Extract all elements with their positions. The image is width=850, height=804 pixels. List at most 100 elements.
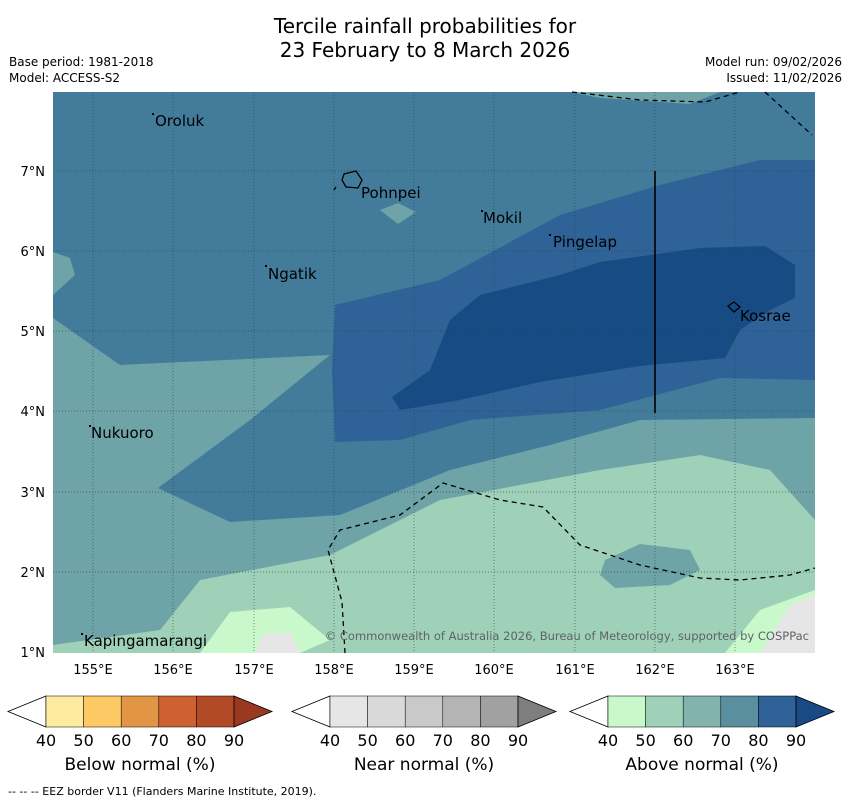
lon-tick: 163°E xyxy=(715,663,755,678)
model-run: Model run: 09/02/2026 xyxy=(704,55,842,69)
above-tick-label: 90 xyxy=(786,731,806,750)
lon-tick: 161°E xyxy=(555,663,595,678)
above-tick-label: 50 xyxy=(635,731,655,750)
below-tick-label: 50 xyxy=(73,731,93,750)
above-extend-high xyxy=(795,695,836,728)
field-near-a xyxy=(255,632,300,653)
near-swatch xyxy=(367,695,406,728)
lon-tick: 159°E xyxy=(394,663,434,678)
near-tick-label: 40 xyxy=(320,731,340,750)
lon-tick: 157°E xyxy=(234,663,274,678)
near-normal-label: Near normal (%) xyxy=(353,755,495,775)
model-name: Model: ACCESS-S2 xyxy=(9,71,121,85)
field-60-70-patch xyxy=(380,203,416,224)
map-title: Tercile rainfall probabilities for 23 Fe… xyxy=(0,14,850,62)
below-normal-label: Below normal (%) xyxy=(64,755,216,775)
base-period: Base period: 1981-2018 xyxy=(9,55,154,69)
eez-borders xyxy=(327,91,816,654)
near-swatch xyxy=(404,695,444,728)
near-tick-label: 60 xyxy=(395,731,415,750)
above-swatch xyxy=(720,695,759,728)
lat-tick: 1°N xyxy=(21,646,46,661)
label-pingelap: Pingelap xyxy=(553,233,617,251)
lon-tick-labels: 155°E 156°E 157°E 158°E 159°E 160°E 161°… xyxy=(73,663,755,678)
colorbar-above: 40 50 60 70 80 90 xyxy=(568,695,836,750)
lat-tick-labels: 7°N 6°N 5°N 4°N 3°N 2°N 1°N xyxy=(21,165,46,661)
above-normal-label: Above normal (%) xyxy=(625,755,779,775)
label-mokil: Mokil xyxy=(483,209,522,227)
probability-fields xyxy=(53,92,815,653)
meta-left: Base period: 1981-2018 Model: ACCESS-S2 xyxy=(9,54,154,86)
near-swatch xyxy=(329,695,368,728)
lon-tick: 155°E xyxy=(73,663,113,678)
above-swatch xyxy=(607,695,646,728)
label-nukuoro: Nukuoro xyxy=(91,424,154,442)
issued-date: Issued: 11/02/2026 xyxy=(726,71,842,85)
eez-south xyxy=(327,482,816,654)
label-ngatik: Ngatik xyxy=(268,265,317,283)
field-60-70-west xyxy=(53,252,75,295)
near-swatch xyxy=(480,695,519,728)
eez-north xyxy=(571,91,741,103)
above-tick-label: 40 xyxy=(598,731,618,750)
title-line-1: Tercile rainfall probabilities for xyxy=(273,14,577,38)
field-40-50-a xyxy=(200,607,330,653)
below-extend-low xyxy=(6,695,47,728)
above-tick-label: 60 xyxy=(673,731,693,750)
copyright-note: © Commonwealth of Australia 2026, Bureau… xyxy=(325,629,809,643)
below-tick-label: 90 xyxy=(224,731,244,750)
above-swatch xyxy=(682,695,722,728)
meta-right: Model run: 09/02/2026 Issued: 11/02/2026 xyxy=(705,54,842,86)
label-kosrae: Kosrae xyxy=(740,307,791,325)
near-tick-label: 70 xyxy=(433,731,453,750)
below-tick-label: 60 xyxy=(111,731,131,750)
lat-tick: 6°N xyxy=(21,245,46,260)
below-swatch xyxy=(120,695,160,728)
below-tick-label: 70 xyxy=(149,731,169,750)
lat-tick: 5°N xyxy=(21,325,46,340)
field-90-plus xyxy=(392,246,795,410)
lat-tick: 7°N xyxy=(21,165,46,180)
lat-tick: 3°N xyxy=(21,486,46,501)
near-swatch xyxy=(442,695,481,728)
below-swatch xyxy=(196,695,235,728)
lat-tick: 2°N xyxy=(21,566,46,581)
above-tick-label: 80 xyxy=(748,731,768,750)
below-extend-high xyxy=(233,695,274,728)
lon-tick: 162°E xyxy=(635,663,675,678)
colorbar-below: 40 50 60 70 80 90 xyxy=(6,695,274,750)
label-kapingamarangi: Kapingamarangi xyxy=(84,632,207,650)
field-near-b xyxy=(760,595,815,653)
below-swatch xyxy=(158,695,197,728)
title-line-2: 23 February to 8 March 2026 xyxy=(279,38,571,62)
above-tick-label: 70 xyxy=(711,731,731,750)
lon-tick: 158°E xyxy=(314,663,354,678)
below-swatch xyxy=(45,695,84,728)
colorbar-near: 40 50 60 70 80 90 xyxy=(290,695,558,750)
lon-tick: 160°E xyxy=(474,663,514,678)
field-50-60 xyxy=(53,455,815,653)
place-labels: Oroluk Pohnpei Mokil Pingelap Ngatik Kos… xyxy=(84,112,791,650)
gridlines xyxy=(53,92,815,653)
below-tick-label: 40 xyxy=(36,731,56,750)
eez-northeast xyxy=(764,91,813,136)
below-tick-label: 80 xyxy=(186,731,206,750)
near-extend-high xyxy=(517,695,558,728)
label-oroluk: Oroluk xyxy=(155,112,204,130)
lat-tick: 4°N xyxy=(21,405,46,420)
eez-footnote: -- -- -- EEZ border V11 (Flanders Marine… xyxy=(8,785,317,798)
atoll-dots xyxy=(81,113,551,635)
near-tick-label: 90 xyxy=(508,731,528,750)
label-pohnpei: Pohnpei xyxy=(361,184,421,202)
pohnpei-island xyxy=(341,170,363,189)
above-extend-low xyxy=(568,695,609,728)
near-tick-label: 80 xyxy=(470,731,490,750)
above-swatch xyxy=(645,695,684,728)
kosrae-island xyxy=(726,301,742,313)
near-tick-label: 50 xyxy=(357,731,377,750)
lon-tick: 156°E xyxy=(153,663,193,678)
near-extend-low xyxy=(290,695,331,728)
pohnpei-islet xyxy=(333,186,337,191)
below-swatch xyxy=(83,695,122,728)
